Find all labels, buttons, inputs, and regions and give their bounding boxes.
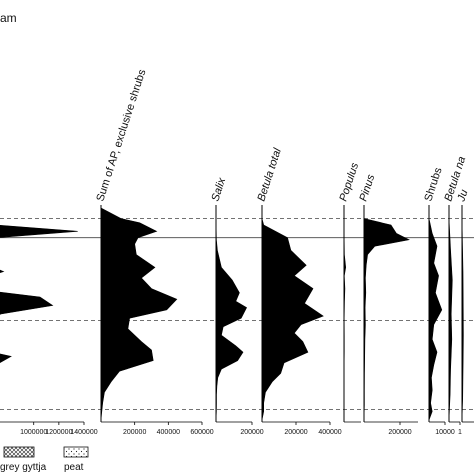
legend-swatch-grey-gyttja <box>3 446 35 458</box>
tick-label-betula-nana-0: 1 <box>458 429 462 436</box>
panel-label-sum-ap: Sum of AP, exclusive shrubs <box>94 68 148 203</box>
panel-salix: 200000 Salix <box>209 176 263 436</box>
panel-label-betula-total: Betula total <box>255 146 284 203</box>
panel-betula-total: 200000 400000 Betula total <box>255 146 341 436</box>
series-area-sum-ap <box>100 207 178 421</box>
legend-label-grey-gyttja: grey gyttja <box>0 462 47 473</box>
tick-label-shrubs-0: 10000 <box>435 429 455 436</box>
series-area-total <box>0 225 78 363</box>
series-area-salix <box>215 208 247 421</box>
tick-label-sum-ap-2: 600000 <box>190 429 213 436</box>
tick-label-betula-total-1: 400000 <box>318 429 341 436</box>
panel-label-shrubs: Shrubs <box>422 166 444 203</box>
series-area-pinus <box>363 208 410 421</box>
tick-label-pinus-0: 200000 <box>388 429 411 436</box>
tick-label-total-1: 1200000 <box>45 429 72 436</box>
panel-label-juniperus: Ju <box>455 188 470 204</box>
series-area-shrubs <box>428 208 443 421</box>
header-title-fragment: am <box>0 11 17 25</box>
legend-label-peat: peat <box>64 462 84 473</box>
panel-juniperus: Ju <box>455 188 474 423</box>
panel-shrubs: 10000 Shrubs <box>422 166 454 436</box>
tick-label-sum-ap-0: 200000 <box>123 429 146 436</box>
legend: grey gyttja peat <box>0 446 89 473</box>
tick-label-betula-total-0: 200000 <box>284 429 307 436</box>
tick-label-total-0: 1000000 <box>20 429 47 436</box>
legend-swatch-peat <box>63 446 89 458</box>
tick-label-salix-0: 200000 <box>240 429 263 436</box>
series-area-betula-nana <box>448 208 453 421</box>
series-area-betula-total <box>261 208 324 421</box>
panel-label-pinus: Pinus <box>357 173 377 203</box>
panel-pinus: 200000 Pinus <box>357 173 418 436</box>
tick-label-total-2: 1400000 <box>70 429 97 436</box>
panel-label-salix: Salix <box>209 176 228 203</box>
tick-label-sum-ap-1: 400000 <box>157 429 180 436</box>
panel-sum-ap: 200000 400000 600000 Sum of AP, exclusive s… <box>94 68 213 436</box>
